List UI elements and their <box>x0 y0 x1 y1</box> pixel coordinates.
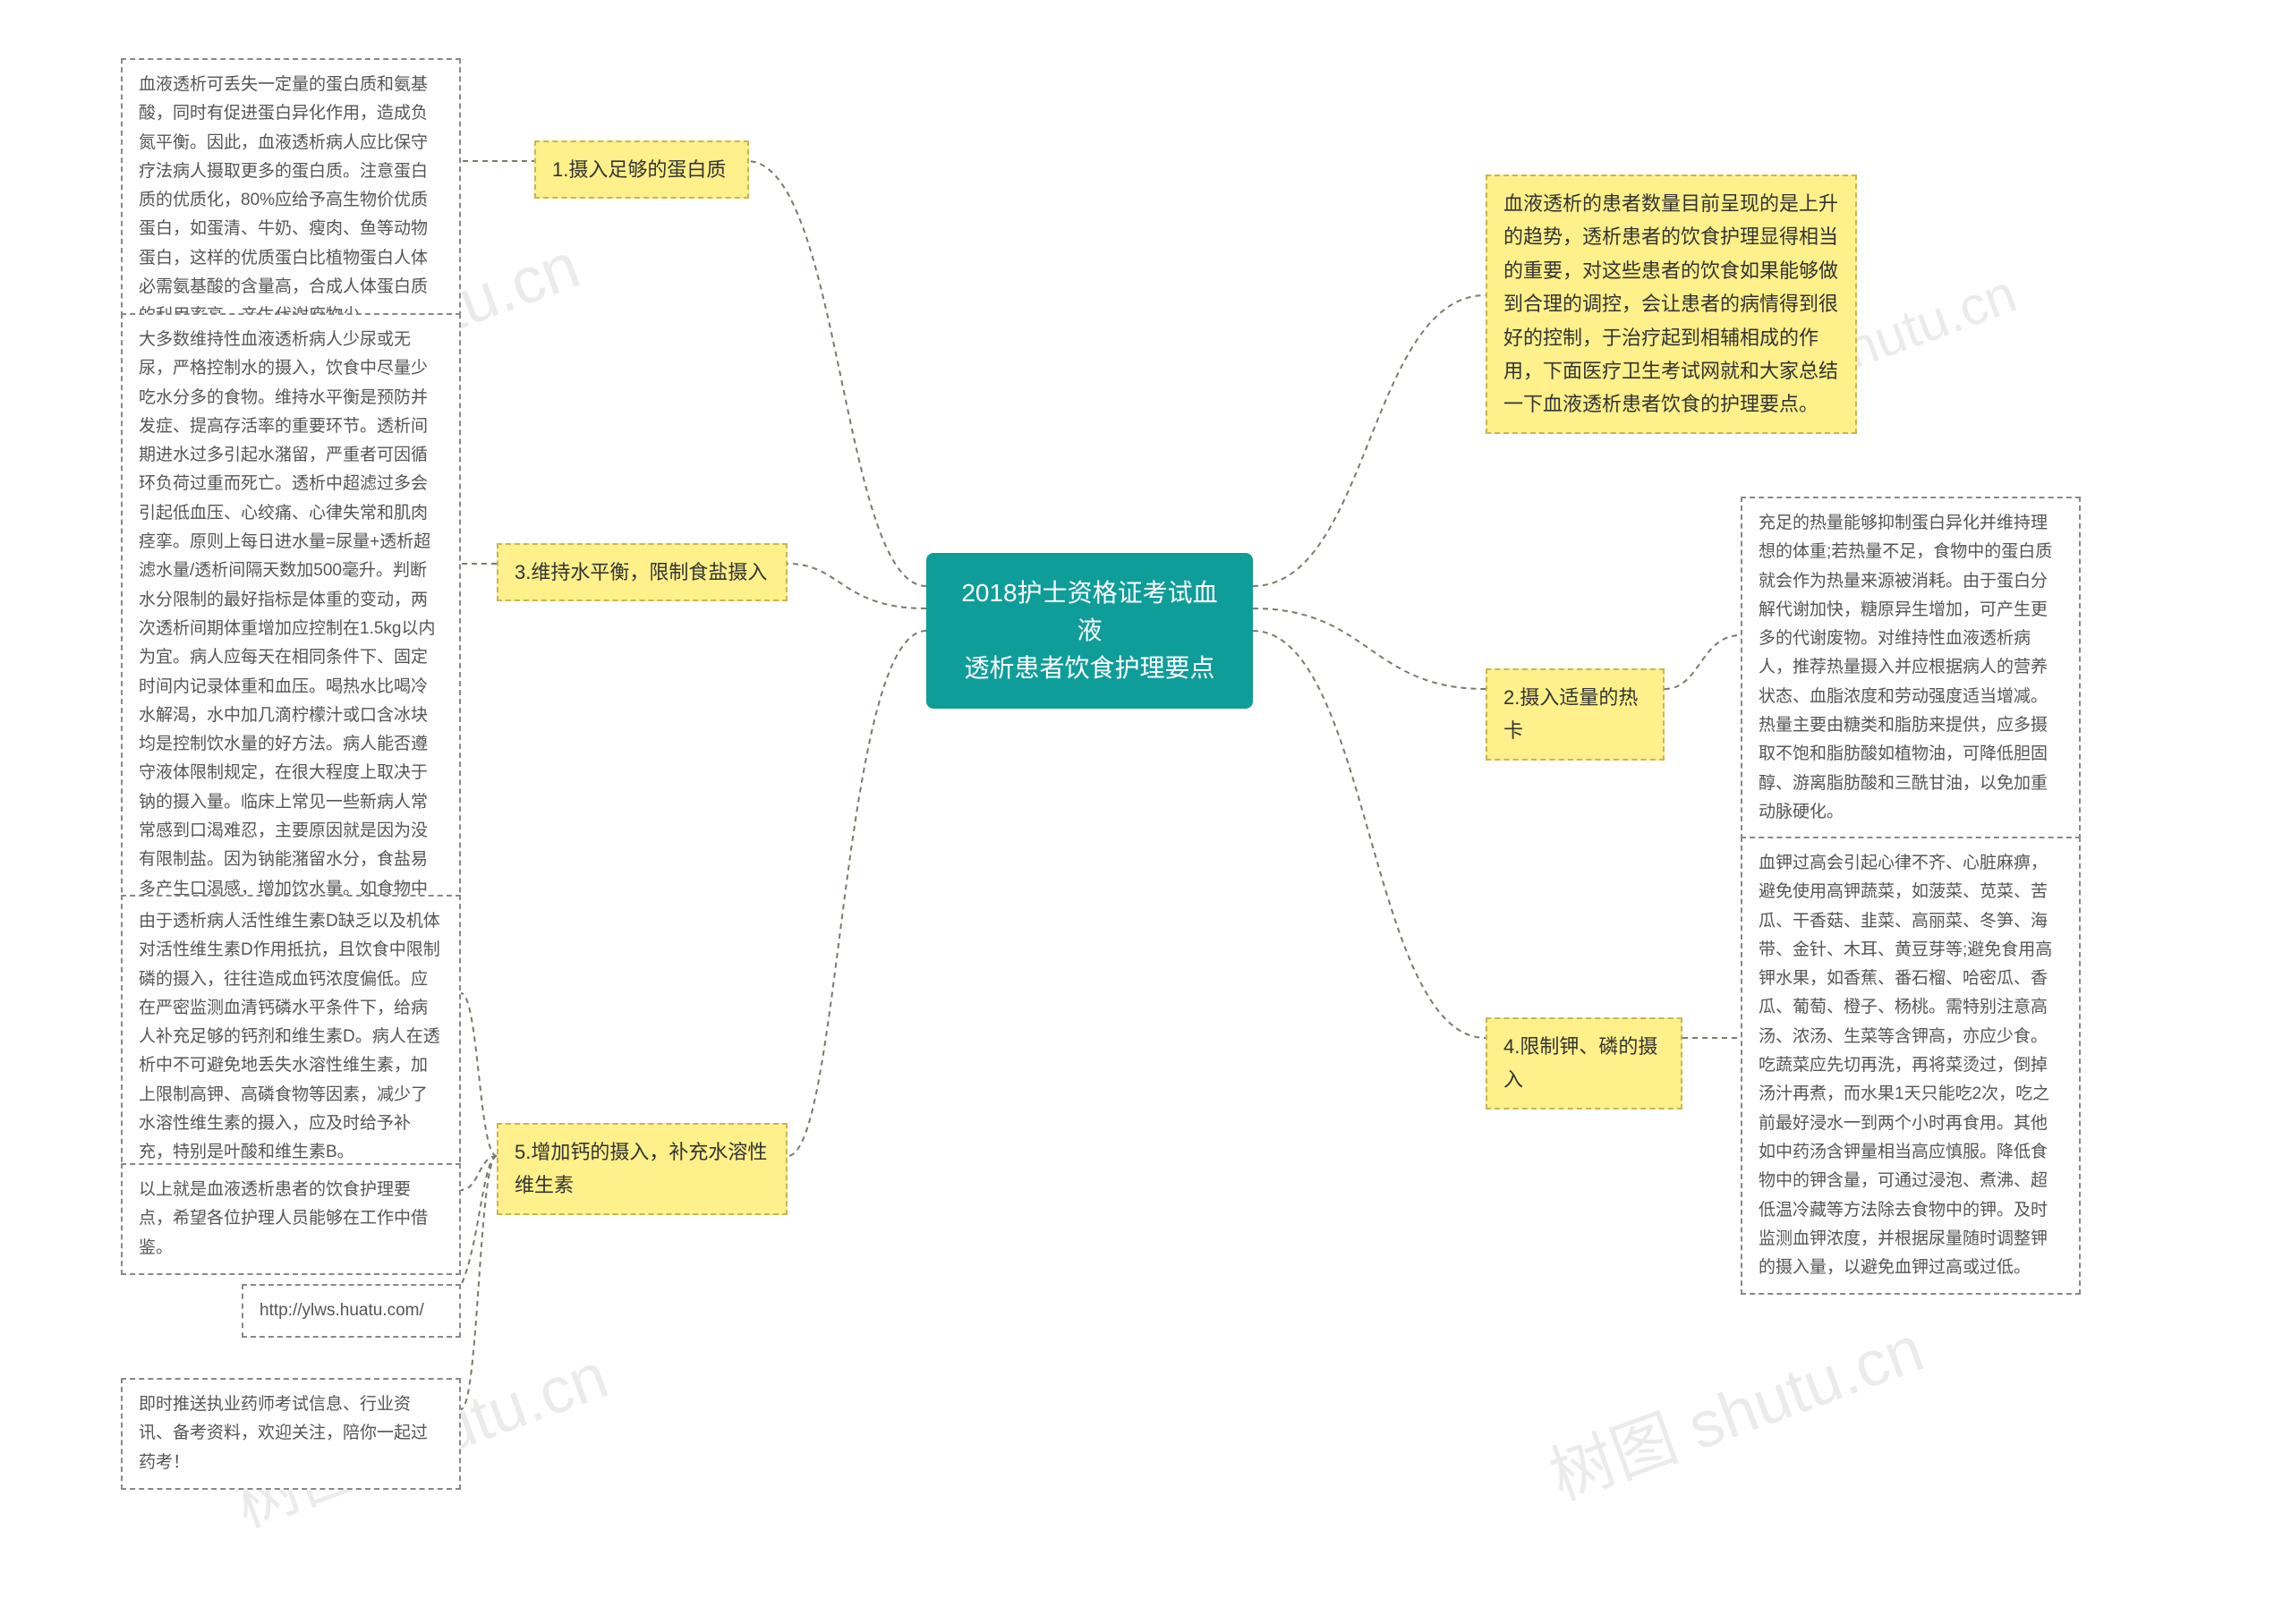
extra-2-url: http://ylws.huatu.com/ <box>242 1284 461 1338</box>
extra-1: 以上就是血液透析患者的饮食护理要点，希望各位护理人员能够在工作中借鉴。 <box>121 1163 461 1275</box>
body-1: 血液透析可丢失一定量的蛋白质和氨基酸，同时有促进蛋白异化作用，造成负氮平衡。因此… <box>121 58 461 344</box>
center-title: 2018护士资格证考试血液透析患者饮食护理要点 <box>926 553 1253 709</box>
body-5: 由于透析病人活性维生素D缺乏以及机体对活性维生素D作用抵抗，且饮食中限制磷的摄入… <box>121 895 461 1180</box>
topic-2: 2.摄入适量的热卡 <box>1486 668 1665 761</box>
topic-3: 3.维持水平衡，限制食盐摄入 <box>497 543 788 601</box>
body-4: 血钾过高会引起心律不齐、心脏麻痹，避免使用高钾蔬菜，如菠菜、苋菜、苦瓜、干香菇、… <box>1741 837 2081 1295</box>
watermark: 树图 shutu.cn <box>1535 1297 1934 1518</box>
topic-5: 5.增加钙的摄入，补充水溶性维生素 <box>497 1123 788 1215</box>
extra-3: 即时推送执业药师考试信息、行业资讯、备考资料，欢迎关注，陪你一起过药考！ <box>121 1378 461 1490</box>
intro-text: 血液透析的患者数量目前呈现的是上升的趋势，透析患者的饮食护理显得相当的重要，对这… <box>1486 174 1857 434</box>
topic-1: 1.摄入足够的蛋白质 <box>534 140 749 199</box>
topic-4: 4.限制钾、磷的摄入 <box>1486 1017 1682 1110</box>
body-2: 充足的热量能够抑制蛋白异化并维持理想的体重;若热量不足，食物中的蛋白质就会作为热… <box>1741 497 2081 839</box>
